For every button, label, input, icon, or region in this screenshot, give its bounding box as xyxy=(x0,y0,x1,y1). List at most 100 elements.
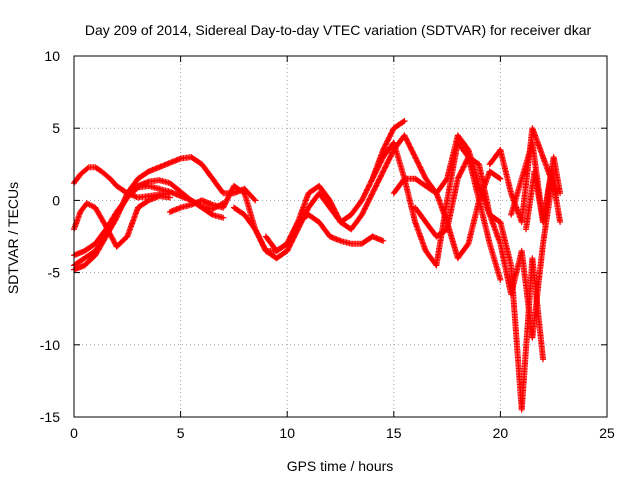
y-tick-label: -5 xyxy=(48,265,61,281)
data-point-segment xyxy=(273,248,289,262)
x-tick-label: 25 xyxy=(599,425,615,441)
plot-frame xyxy=(73,55,608,418)
data-point-segment xyxy=(422,247,439,268)
data-point-segment xyxy=(369,155,386,182)
data-point-segment xyxy=(550,154,563,195)
data-point-segment xyxy=(124,176,141,197)
data-point-segment xyxy=(241,211,258,232)
data-point-segment xyxy=(497,146,514,195)
data-point-segment xyxy=(390,118,407,132)
data-point-segment xyxy=(92,204,109,229)
y-tick-label: -15 xyxy=(40,409,60,425)
x-tick-label: 10 xyxy=(279,425,295,441)
axis-ticks: 0 5 10 15 20 25 -15 -10 -5 0 5 10 xyxy=(40,48,615,441)
data-point-segment xyxy=(92,234,109,259)
data-point-segment xyxy=(348,213,364,233)
data-point xyxy=(380,237,387,244)
data-point-segment xyxy=(305,191,322,211)
data-point-segment xyxy=(348,198,364,218)
data-point-segment xyxy=(412,204,428,224)
data-point-segment xyxy=(369,169,386,197)
data-point-segment xyxy=(209,175,226,195)
data-point-segment xyxy=(252,226,269,253)
data-point-segment xyxy=(486,211,503,246)
series-arc11 xyxy=(412,154,557,341)
data-point-segment xyxy=(412,219,429,253)
data-point-segment xyxy=(444,177,461,233)
data-point-segment xyxy=(358,177,375,204)
data-point-segment xyxy=(454,241,471,262)
series-arc2 xyxy=(71,193,173,250)
data-point-segment xyxy=(135,169,151,182)
data-point-segment xyxy=(198,204,215,217)
series-arc4 xyxy=(71,177,227,273)
x-axis-label: GPS time / hours xyxy=(287,458,394,474)
x-tick-label: 0 xyxy=(70,425,78,441)
data-point-segment xyxy=(273,241,289,254)
y-tick-label: -10 xyxy=(40,337,60,353)
series-arc14 xyxy=(523,168,564,233)
data-point-segment xyxy=(380,126,397,153)
data-point-segment xyxy=(135,198,151,211)
data-point-segment xyxy=(529,242,546,341)
data-point-segment xyxy=(98,168,112,181)
data-point-segment xyxy=(465,154,481,167)
data-point-segment xyxy=(454,155,471,182)
data-point-segment xyxy=(262,233,279,253)
data-point-segment xyxy=(284,220,301,247)
data-point-segment xyxy=(358,191,375,218)
data-point-segment xyxy=(412,154,429,181)
data-point-segment xyxy=(497,219,514,267)
data-point-segment xyxy=(454,132,471,152)
data-point-segment xyxy=(316,219,332,239)
x-tick-label: 20 xyxy=(493,425,509,441)
series-arc6 xyxy=(166,183,387,254)
data-point-segment xyxy=(113,195,130,215)
data-point xyxy=(540,356,547,363)
data-point-segment xyxy=(433,176,450,197)
x-tick-label: 15 xyxy=(386,425,402,441)
data-point-segment xyxy=(316,183,332,203)
data-point-segment xyxy=(188,154,204,167)
data-point-segment xyxy=(198,161,215,181)
x-tick-label: 5 xyxy=(177,425,185,441)
data-point-segment xyxy=(390,139,407,181)
data-point-segment xyxy=(476,161,493,217)
data-point-segment xyxy=(124,206,141,240)
data-point-segment xyxy=(548,168,563,224)
data-point xyxy=(220,214,227,221)
y-tick-label: 5 xyxy=(52,120,60,136)
grid-lines xyxy=(74,56,607,417)
data-point-segment xyxy=(83,200,97,210)
data-point-segment xyxy=(486,240,503,282)
data-point-segment xyxy=(390,176,407,197)
data-point-segment xyxy=(486,148,503,168)
data-point-segment xyxy=(294,206,311,233)
data-point xyxy=(557,219,564,226)
data-point xyxy=(252,197,259,204)
data-point-segment xyxy=(77,165,91,178)
data-point-segment xyxy=(284,227,301,254)
data-point-segment xyxy=(422,219,439,239)
data-point-segment xyxy=(124,185,140,201)
data-point-segment xyxy=(92,164,104,174)
data-point-segment xyxy=(305,211,321,225)
data-point-segment xyxy=(220,184,237,211)
data-point-segment xyxy=(433,227,449,240)
data-point-segment xyxy=(92,227,109,247)
data-point-segment xyxy=(529,125,546,159)
data-point-segment xyxy=(486,168,503,181)
data-point-segment xyxy=(230,204,247,217)
data-point-segment xyxy=(326,197,343,224)
data-point-segment xyxy=(113,234,130,250)
data-point xyxy=(497,276,504,283)
data-point-segment xyxy=(476,197,493,246)
data-point-segment xyxy=(401,132,418,159)
data-point-segment xyxy=(81,248,98,262)
data-point-segment xyxy=(380,148,397,175)
data-point-segment xyxy=(81,253,98,269)
data-point-segment xyxy=(166,180,183,194)
data-point-segment xyxy=(316,190,332,210)
data-point-segment xyxy=(107,175,119,188)
